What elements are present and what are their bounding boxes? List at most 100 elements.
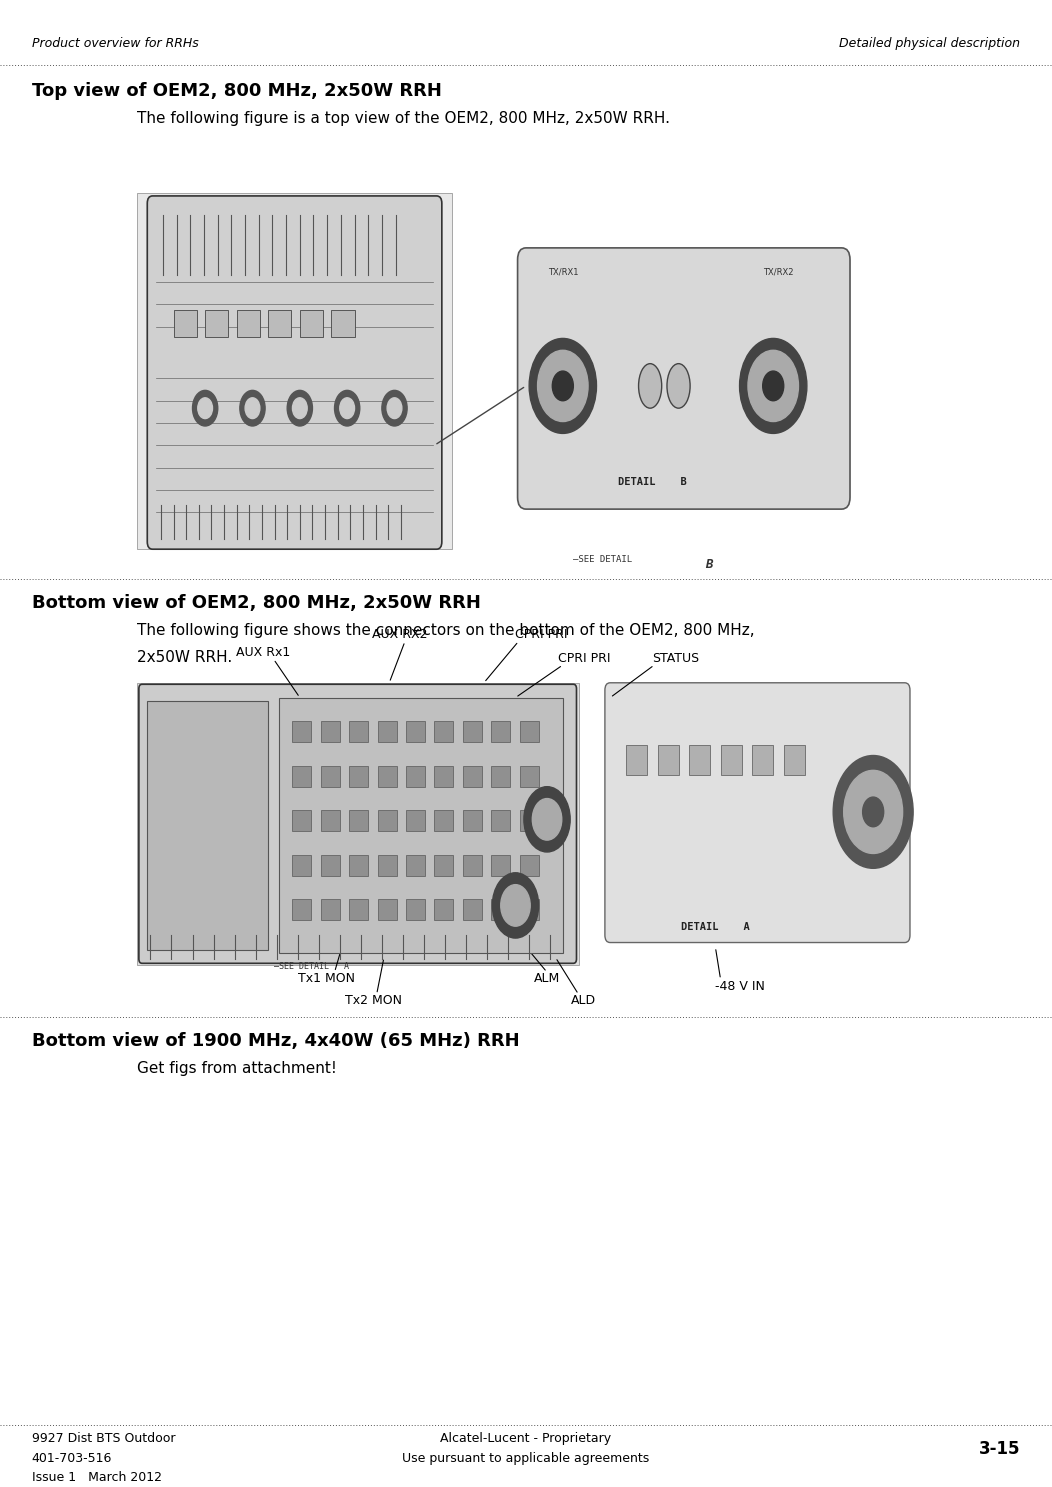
FancyBboxPatch shape — [137, 683, 579, 965]
Bar — [658, 745, 679, 775]
Text: Alcatel-Lucent - Proprietary: Alcatel-Lucent - Proprietary — [441, 1432, 611, 1445]
Bar — [378, 721, 397, 742]
Bar — [463, 766, 482, 787]
Text: Tx1 MON: Tx1 MON — [298, 972, 355, 986]
Bar — [434, 766, 453, 787]
Text: Tx2 MON: Tx2 MON — [345, 995, 402, 1008]
Bar — [491, 766, 510, 787]
Bar — [321, 900, 340, 920]
Bar — [406, 855, 425, 876]
Circle shape — [492, 873, 539, 938]
Bar — [406, 900, 425, 920]
Text: Product overview for RRHs: Product overview for RRHs — [32, 37, 199, 51]
Circle shape — [552, 372, 573, 401]
Bar — [321, 721, 340, 742]
Circle shape — [748, 351, 798, 421]
Text: 3-15: 3-15 — [979, 1439, 1020, 1457]
Bar — [406, 721, 425, 742]
Text: ALM: ALM — [534, 972, 560, 986]
Circle shape — [198, 399, 213, 418]
Circle shape — [292, 399, 307, 418]
Bar — [331, 311, 355, 338]
Circle shape — [287, 391, 312, 425]
Bar — [237, 311, 260, 338]
Text: ALD: ALD — [571, 995, 596, 1008]
Bar — [784, 745, 805, 775]
FancyBboxPatch shape — [147, 196, 442, 549]
Bar — [434, 900, 453, 920]
Circle shape — [844, 770, 903, 854]
Bar — [378, 810, 397, 831]
Bar — [626, 745, 647, 775]
Bar — [349, 721, 368, 742]
Ellipse shape — [667, 364, 690, 409]
Circle shape — [335, 391, 360, 425]
Circle shape — [532, 799, 562, 840]
Text: AUX Rx1: AUX Rx1 — [236, 645, 290, 659]
FancyBboxPatch shape — [139, 684, 576, 964]
Text: 401-703-516: 401-703-516 — [32, 1451, 112, 1465]
Circle shape — [382, 391, 407, 425]
Text: 2x50W RRH.: 2x50W RRH. — [137, 650, 232, 665]
Bar — [349, 810, 368, 831]
FancyBboxPatch shape — [518, 248, 850, 509]
Circle shape — [538, 351, 588, 421]
Bar — [321, 855, 340, 876]
Bar — [491, 900, 510, 920]
Bar — [406, 766, 425, 787]
Circle shape — [387, 399, 402, 418]
Text: B: B — [705, 558, 712, 571]
Circle shape — [245, 399, 260, 418]
FancyBboxPatch shape — [137, 193, 452, 549]
Bar — [491, 810, 510, 831]
Text: 9927 Dist BTS Outdoor: 9927 Dist BTS Outdoor — [32, 1432, 175, 1445]
Bar — [321, 766, 340, 787]
Text: Get figs from attachment!: Get figs from attachment! — [137, 1062, 337, 1077]
Text: The following figure is a top view of the OEM2, 800 MHz, 2x50W RRH.: The following figure is a top view of th… — [137, 112, 670, 126]
Bar — [434, 721, 453, 742]
Bar — [463, 855, 482, 876]
Bar — [434, 810, 453, 831]
Bar — [520, 810, 539, 831]
Bar — [491, 855, 510, 876]
Circle shape — [340, 399, 355, 418]
Bar — [378, 900, 397, 920]
Circle shape — [763, 372, 784, 401]
Circle shape — [740, 339, 807, 433]
Text: TX/RX2: TX/RX2 — [764, 268, 793, 277]
Bar — [520, 721, 539, 742]
Bar — [491, 721, 510, 742]
Bar — [268, 311, 291, 338]
Bar — [721, 745, 742, 775]
Text: DETAIL    A: DETAIL A — [681, 922, 750, 932]
Bar — [205, 311, 228, 338]
Bar — [520, 855, 539, 876]
FancyBboxPatch shape — [605, 683, 910, 943]
Bar — [378, 766, 397, 787]
Circle shape — [193, 391, 218, 425]
Text: STATUS: STATUS — [652, 651, 700, 665]
Text: AUX RX2: AUX RX2 — [372, 628, 427, 641]
Text: —SEE DETAIL: —SEE DETAIL — [573, 555, 632, 564]
Bar — [378, 855, 397, 876]
Bar — [300, 311, 323, 338]
Bar — [174, 311, 197, 338]
Bar — [349, 855, 368, 876]
Bar — [689, 745, 710, 775]
Circle shape — [524, 787, 570, 852]
Text: Detailed physical description: Detailed physical description — [839, 37, 1020, 51]
Bar — [520, 900, 539, 920]
Bar — [752, 745, 773, 775]
Text: Bottom view of OEM2, 800 MHz, 2x50W RRH: Bottom view of OEM2, 800 MHz, 2x50W RRH — [32, 593, 481, 611]
Text: DETAIL    B: DETAIL B — [618, 477, 687, 486]
Text: TX/RX1: TX/RX1 — [548, 268, 578, 277]
Text: CPRI PRI: CPRI PRI — [515, 628, 568, 641]
Text: Top view of OEM2, 800 MHz, 2x50W RRH: Top view of OEM2, 800 MHz, 2x50W RRH — [32, 82, 442, 100]
Bar — [292, 855, 311, 876]
Bar — [463, 810, 482, 831]
Bar — [147, 700, 268, 950]
Bar — [292, 766, 311, 787]
Bar — [349, 900, 368, 920]
Text: Bottom view of 1900 MHz, 4x40W (65 MHz) RRH: Bottom view of 1900 MHz, 4x40W (65 MHz) … — [32, 1032, 520, 1050]
Text: Use pursuant to applicable agreements: Use pursuant to applicable agreements — [402, 1451, 650, 1465]
